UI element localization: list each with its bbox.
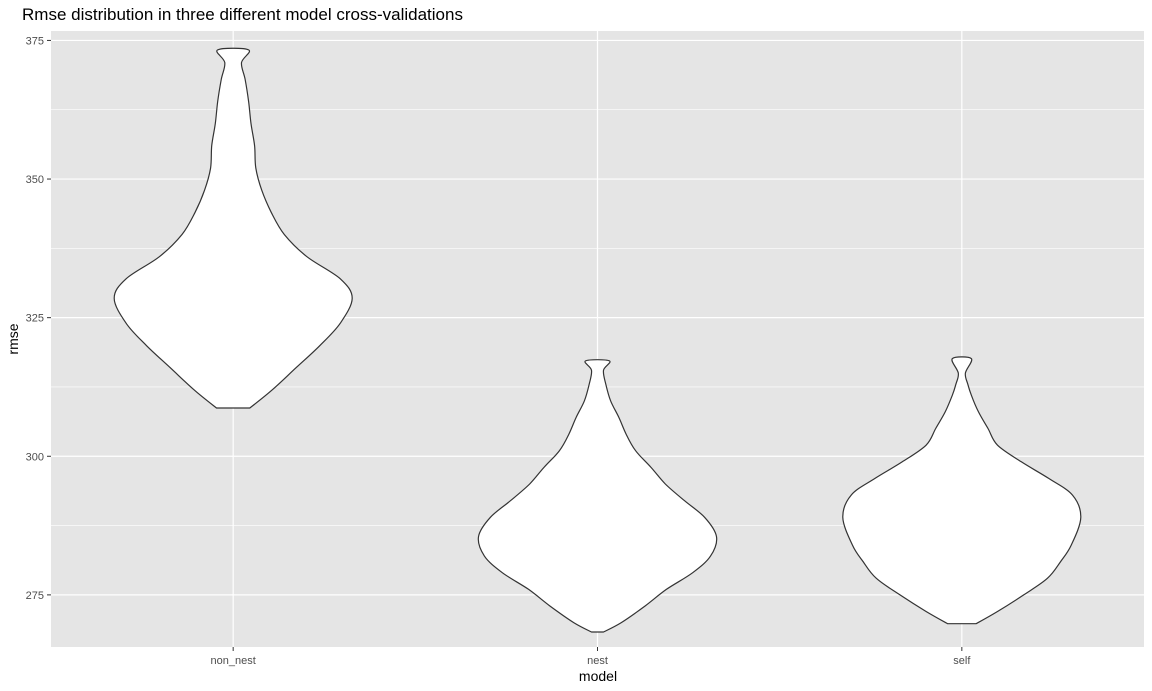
x-tick-label: self [953,655,971,667]
x-axis: non_nest nest self [211,647,971,667]
violin-non-nest [113,47,353,409]
y-tick-label: 275 [26,590,44,602]
x-tick-label: non_nest [211,655,256,667]
y-axis-title: rmse [5,323,21,354]
violin-nest [477,359,718,633]
y-axis: 275 300 325 350 375 [26,35,51,602]
y-tick-label: 350 [26,174,44,186]
chart-title: Rmse distribution in three different mod… [22,5,463,24]
y-tick-label: 300 [26,451,44,463]
y-tick-label: 325 [26,313,44,325]
x-axis-title: model [579,668,617,684]
x-tick-label: nest [587,655,608,667]
violins [113,47,1082,633]
y-tick-label: 375 [26,35,44,47]
violin-self [842,356,1082,625]
